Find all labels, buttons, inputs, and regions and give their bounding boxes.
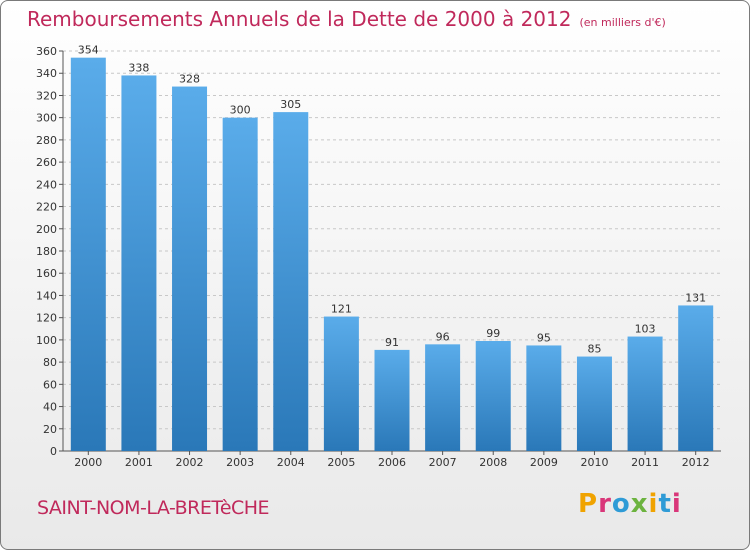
y-tick-label: 360: [36, 45, 57, 58]
y-tick-label: 280: [36, 134, 57, 147]
y-tick-label: 240: [36, 178, 57, 191]
data-label-2005: 121: [331, 303, 352, 316]
y-tick-label: 340: [36, 67, 57, 80]
y-tick-label: 260: [36, 156, 57, 169]
data-label-2000: 354: [78, 44, 99, 57]
bar-2010: [576, 356, 612, 451]
y-tick-label: 140: [36, 289, 57, 302]
commune-name: SAINT-NOM-LA-BRETèCHE: [37, 497, 270, 519]
data-label-2009: 95: [537, 331, 551, 344]
y-tick-label: 80: [43, 356, 57, 369]
data-label-2004: 305: [280, 98, 301, 111]
logo-letter: i: [671, 489, 682, 519]
logo-letter: x: [630, 489, 649, 519]
bar-2009: [526, 345, 562, 451]
logo-letter: o: [611, 489, 631, 519]
y-tick-label: 40: [43, 401, 57, 414]
y-tick-label: 20: [43, 423, 57, 436]
x-tick-label-2009: 2009: [530, 456, 558, 469]
y-tick-label: 0: [50, 445, 57, 458]
data-label-2007: 96: [436, 330, 450, 343]
logo-letter: t: [658, 489, 672, 519]
bar-2003: [222, 117, 258, 452]
y-tick-label: 120: [36, 312, 57, 325]
x-tick-label-2007: 2007: [429, 456, 457, 469]
bar-2001: [121, 75, 157, 451]
x-tick-label-2012: 2012: [682, 456, 710, 469]
y-tick-label: 60: [43, 378, 57, 391]
bar-2012: [678, 305, 714, 451]
y-tick-label: 300: [36, 112, 57, 125]
data-label-2003: 300: [230, 104, 251, 117]
logo-letter: r: [598, 489, 612, 519]
bar-2011: [627, 336, 663, 451]
proxiti-logo: Proxiti: [578, 489, 682, 519]
bar-2007: [425, 344, 461, 451]
chart-title: Remboursements Annuels de la Dette de 20…: [27, 7, 666, 31]
y-tick-label: 100: [36, 334, 57, 347]
chart-unit: (en milliers d'€): [579, 16, 666, 29]
x-tick-label-2000: 2000: [74, 456, 102, 469]
data-label-2006: 91: [385, 336, 399, 349]
data-label-2010: 85: [587, 343, 601, 356]
bar-2006: [374, 349, 410, 451]
data-label-2001: 338: [128, 61, 149, 74]
bar-2005: [323, 316, 359, 451]
x-tick-label-2008: 2008: [479, 456, 507, 469]
x-tick-label-2011: 2011: [631, 456, 659, 469]
chart-title-text: Remboursements Annuels de la Dette de 20…: [27, 7, 572, 31]
logo-letter: i: [648, 489, 659, 519]
y-tick-label: 320: [36, 89, 57, 102]
data-label-2002: 328: [179, 73, 200, 86]
x-tick-label-2010: 2010: [580, 456, 608, 469]
bar-2004: [273, 112, 309, 451]
x-tick-label-2001: 2001: [125, 456, 153, 469]
y-tick-label: 160: [36, 267, 57, 280]
bar-2002: [172, 86, 208, 452]
x-tick-label-2006: 2006: [378, 456, 406, 469]
y-tick-label: 180: [36, 245, 57, 258]
data-label-2012: 131: [685, 291, 706, 304]
bar-2008: [475, 341, 511, 451]
bar-2000: [70, 57, 106, 452]
x-tick-label-2003: 2003: [226, 456, 254, 469]
x-tick-label-2002: 2002: [176, 456, 204, 469]
y-tick-label: 220: [36, 201, 57, 214]
x-tick-label-2005: 2005: [327, 456, 355, 469]
y-tick-label: 200: [36, 223, 57, 236]
data-label-2008: 99: [486, 327, 500, 340]
data-label-2011: 103: [635, 323, 656, 336]
x-tick-label-2004: 2004: [277, 456, 305, 469]
logo-letter: P: [578, 489, 599, 519]
